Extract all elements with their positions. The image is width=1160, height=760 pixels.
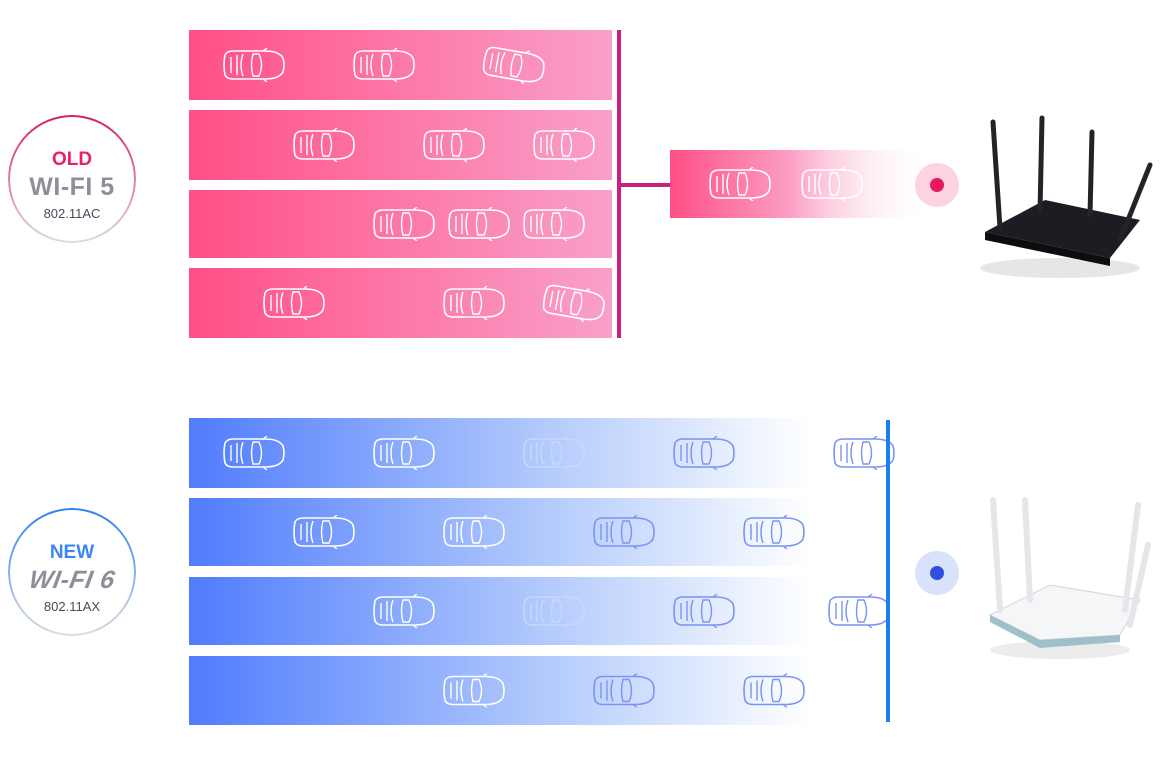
lane	[189, 656, 880, 725]
lane	[189, 110, 612, 180]
black-router-icon	[980, 115, 1153, 278]
new-name: WI-FI 6	[26, 566, 118, 594]
new-tag: NEW	[49, 542, 95, 563]
old-wifi5-lanes	[189, 30, 959, 338]
lane-bus-bar	[886, 420, 890, 722]
signal-dot-icon	[930, 178, 944, 192]
old-name: WI-FI 5	[29, 173, 115, 201]
new-wifi6-badge: NEW WI-FI 6 802.11AX	[8, 508, 136, 636]
white-router-icon	[988, 497, 1151, 659]
old-tag: OLD	[51, 149, 93, 170]
new-standard: 802.11AX	[43, 599, 101, 614]
signal-dot-icon	[930, 566, 944, 580]
lane	[189, 30, 612, 100]
lane	[189, 418, 880, 488]
lane	[189, 268, 612, 338]
lane	[189, 190, 612, 258]
new-wifi6-lanes	[189, 418, 959, 725]
lane	[189, 577, 880, 645]
lane	[189, 498, 880, 566]
old-standard: 802.11AC	[43, 206, 101, 221]
merge-connector	[619, 183, 671, 187]
old-wifi5-badge: OLD WI-FI 5 802.11AC	[8, 115, 136, 243]
